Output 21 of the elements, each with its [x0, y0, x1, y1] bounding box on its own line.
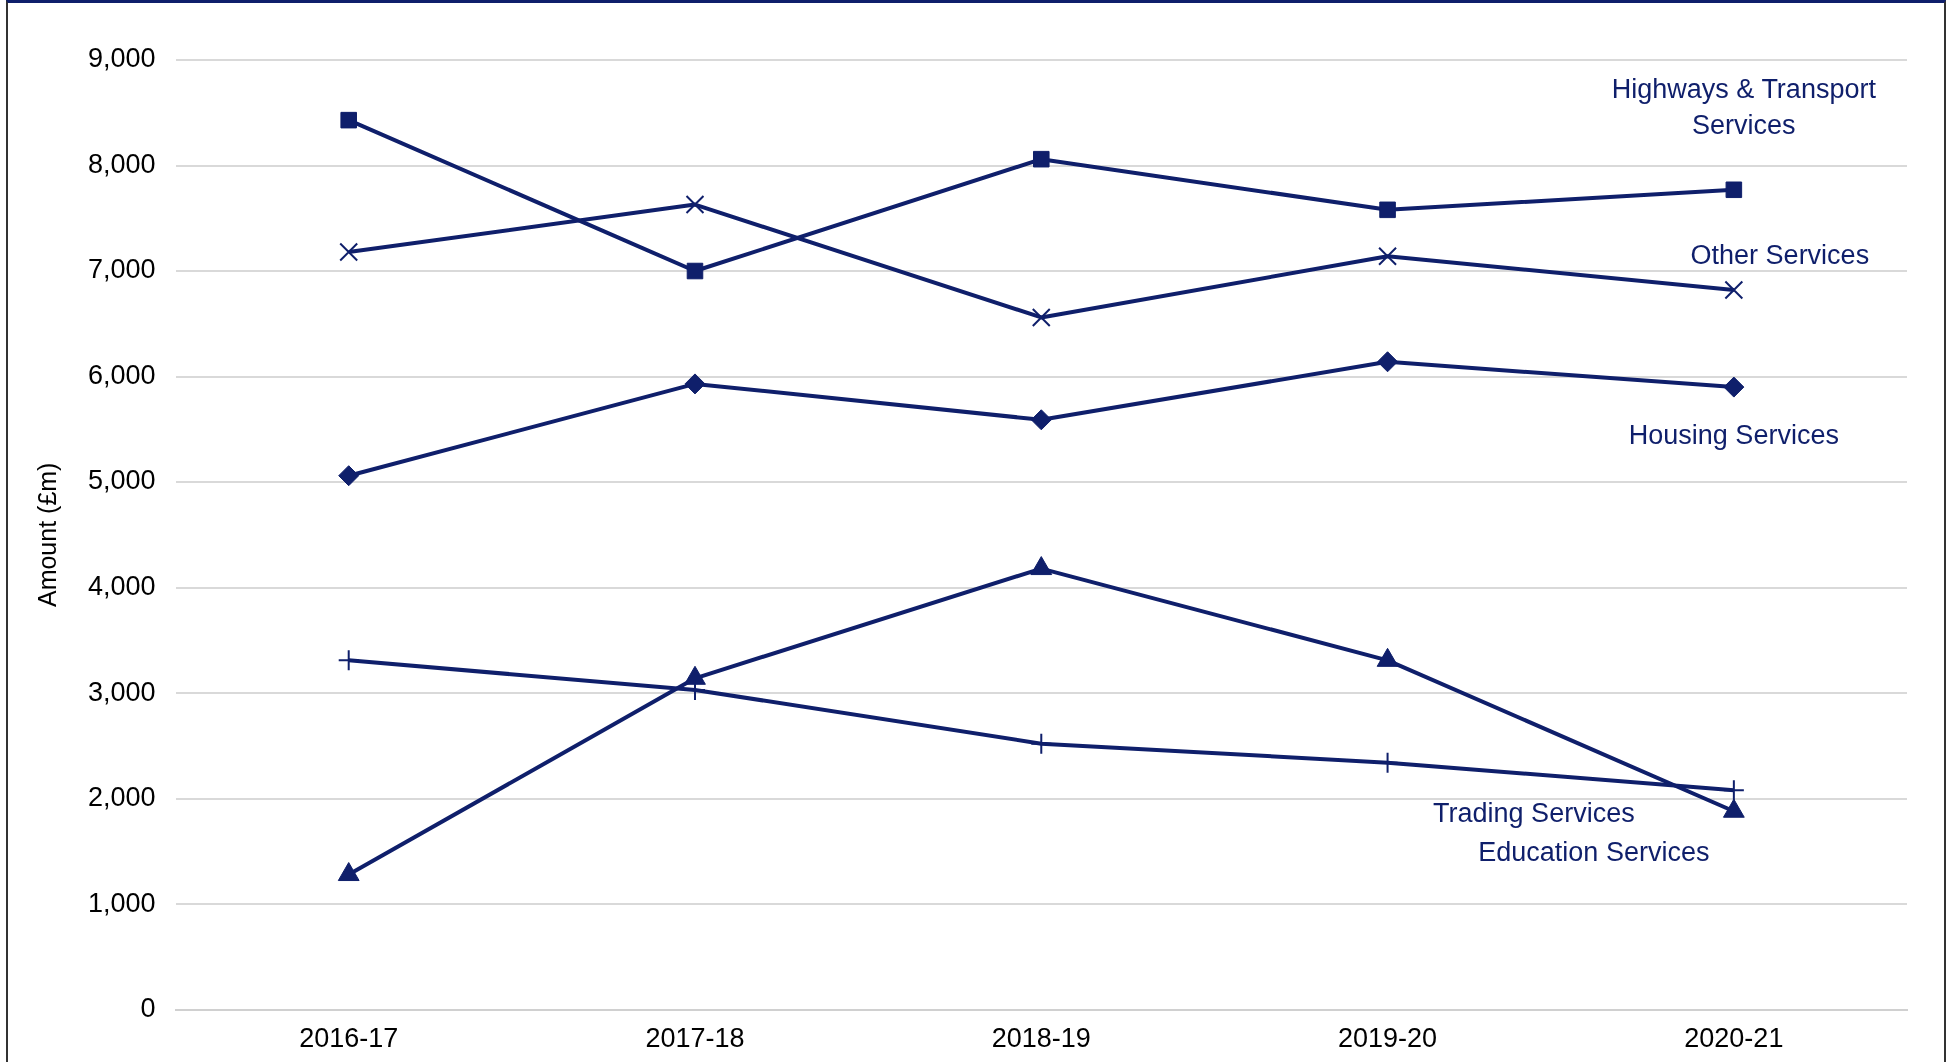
x-tick-label: 2019-20 [1338, 1023, 1438, 1054]
y-tick-label: 9,000 [87, 43, 156, 74]
series-label: Trading Services [1433, 797, 1635, 828]
y-tick-label: 0 [140, 993, 156, 1024]
x-tick-label: 2020-21 [1684, 1023, 1784, 1054]
series-label: Education Services [1478, 836, 1710, 867]
y-tick-label: 3,000 [87, 676, 156, 707]
series-label: Housing Services [1628, 419, 1839, 450]
y-tick-label: 2,000 [87, 782, 156, 813]
text: Highways & Transport Services [1611, 74, 1877, 141]
y-tick-label: 5,000 [87, 465, 156, 496]
y-tick-label: 7,000 [87, 254, 156, 285]
series-label: Other Services [1690, 240, 1870, 271]
x-tick-label: 2017-18 [645, 1023, 745, 1054]
y-tick-label: 6,000 [87, 359, 156, 390]
y-axis-title: Amount (£m) [32, 462, 61, 608]
x-tick-label: 2018-19 [991, 1023, 1091, 1054]
y-tick-label: 8,000 [87, 148, 156, 179]
y-tick-label: 4,000 [87, 571, 156, 602]
y-tick-label: 1,000 [87, 887, 156, 918]
x-tick-label: 2016-17 [299, 1023, 399, 1054]
